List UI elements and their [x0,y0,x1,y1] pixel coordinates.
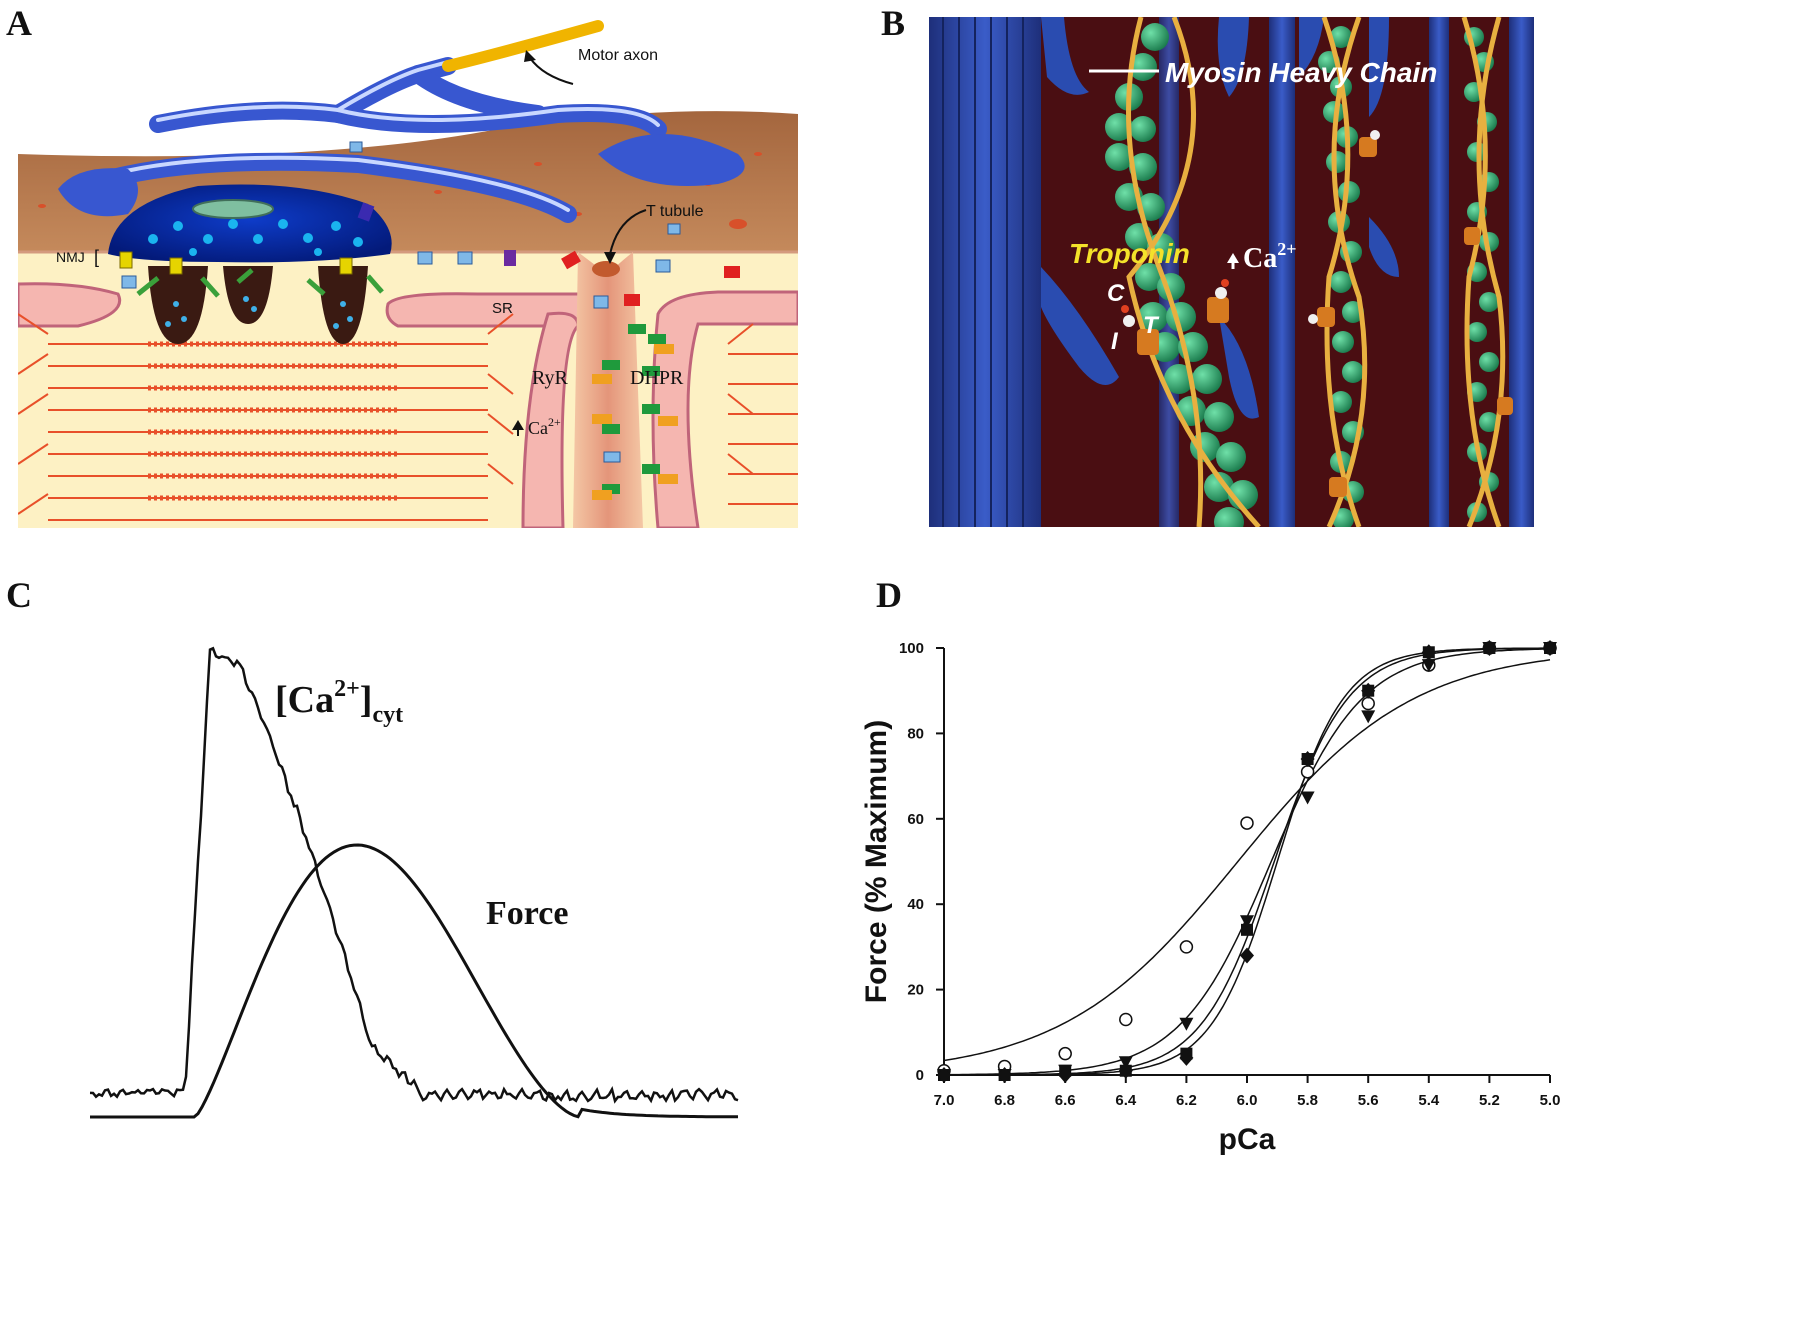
data-point [1543,640,1557,656]
panel-d-letter: D [876,575,902,615]
svg-text:[: [ [94,247,99,267]
y-tick-label: 60 [907,811,924,828]
x-tick-label: 5.0 [1540,1092,1561,1109]
x-tick-label: 6.2 [1176,1092,1197,1109]
y-tick-label: 0 [916,1067,924,1084]
label-ca-a: Ca [528,418,548,438]
label-force: Force [486,895,568,932]
label-sr: SR [492,300,513,317]
fit-curve [943,659,1551,1062]
data-point [1241,923,1253,936]
data-point [1118,1062,1133,1079]
data-point [1058,1046,1072,1061]
x-tick-label: 5.8 [1297,1092,1318,1109]
x-tick-label: 6.0 [1237,1092,1258,1109]
data-point [1179,1049,1194,1066]
svg-text:Ca2+: Ca2+ [1243,239,1297,274]
data-point [1179,1017,1194,1031]
x-axis-label: pCa [1219,1123,1276,1156]
y-tick-label: 80 [907,725,924,742]
label-t: T [1143,312,1160,339]
force-trace [90,843,738,1119]
data-point [1421,659,1436,673]
fit-curve [944,647,1550,1076]
svg-text:[Ca2+]cyt: [Ca2+]cyt [275,676,403,728]
x-tick-label: 7.0 [934,1092,955,1109]
panel-a-letter: A [6,3,32,43]
fit-curve [944,647,1550,1076]
panel-c-traces: [Ca2+]cyt Force [89,646,739,1119]
data-point [1361,696,1375,711]
data-point [1240,816,1254,830]
x-tick-label: 6.6 [1055,1092,1076,1109]
x-tick-label: 5.4 [1418,1092,1440,1109]
data-point [1300,751,1315,768]
x-tick-label: 5.2 [1479,1092,1500,1109]
label-c: C [1107,280,1125,307]
data-point [937,1067,951,1083]
y-tick-label: 100 [899,640,924,657]
data-point [1482,640,1497,656]
panel-d-chart: 7.0 6.8 6.6 6.4 6.2 6.0 5.8 5.6 5.4 5.2 5.0 0 20 40 60… [860,640,1561,1156]
data-point [1179,940,1194,954]
label-t-tubule: T tubule [646,203,704,220]
label-motor-axon: Motor axon [578,47,658,64]
ca-transient-trace [89,646,739,1104]
label-troponin: Troponin [1069,238,1190,269]
x-tick-label: 6.4 [1115,1092,1137,1109]
panel-b-illustration: Myosin Heavy Chain Troponin Ca2+ C I T [929,17,1534,527]
svg-text:Ca2+: Ca2+ [528,415,561,438]
data-point [1240,947,1254,964]
x-tick-label: 6.8 [994,1092,1015,1109]
panel-a-illustration: Motor axon T tubule NMJ [ SR [18,20,798,528]
data-point [1300,765,1315,779]
data-point [1300,791,1315,805]
fit-curve [944,648,1551,1076]
data-point [997,1067,1012,1083]
data-point [1361,682,1376,699]
panel-c-letter: C [6,575,32,615]
label-dhpr: DHPR [630,367,684,389]
panel-b-letter: B [881,3,906,43]
data-point [1421,644,1436,661]
label-i: I [1111,328,1119,355]
y-axis-label: Force (% Maximum) [860,720,893,1003]
data-point [1118,1056,1133,1070]
label-ca-cyt: [Ca [275,679,334,721]
label-myosin-heavy-chain: Myosin Heavy Chain [1165,57,1437,88]
data-point [1240,915,1254,929]
x-tick-label: 5.6 [1358,1092,1379,1109]
data-point [1361,710,1376,724]
data-point [1058,1067,1073,1083]
label-ryr: RyR [532,367,569,389]
label-nmj: NMJ [56,249,85,265]
y-tick-label: 20 [907,982,924,999]
label-ca-b: Ca [1243,243,1277,274]
data-point [1119,1012,1133,1027]
y-tick-label: 40 [907,896,924,913]
